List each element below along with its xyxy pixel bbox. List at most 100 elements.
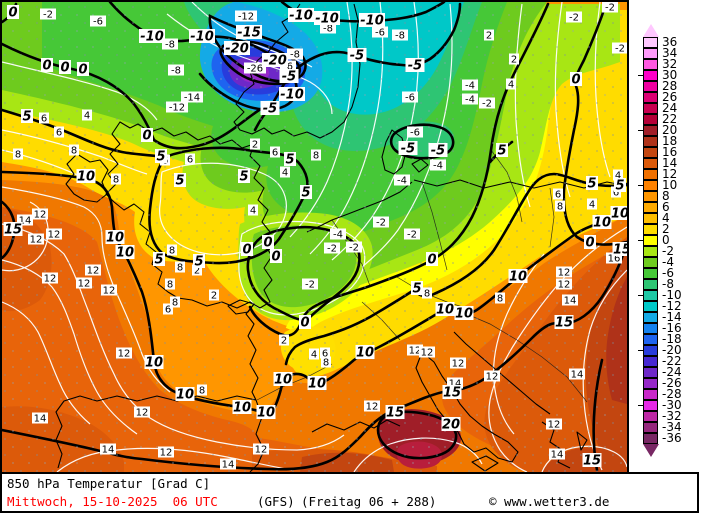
bold-contour-label bbox=[279, 87, 305, 101]
scale-label: -30 bbox=[662, 398, 682, 412]
bold-contour-label: 5 bbox=[615, 179, 624, 194]
scale-label: -10 bbox=[662, 288, 682, 302]
stipple-overlay bbox=[2, 2, 627, 472]
contour-label bbox=[320, 347, 330, 359]
contour-label bbox=[165, 278, 175, 290]
bold-contour-label bbox=[405, 58, 425, 72]
contour-label: -12 bbox=[169, 103, 185, 114]
bold-contour-label: 10 bbox=[509, 270, 527, 285]
contour-label: 12 bbox=[34, 210, 47, 221]
contour-label: -2 bbox=[305, 280, 315, 291]
contour-label bbox=[175, 261, 185, 273]
scale-label: 6 bbox=[662, 200, 670, 214]
bold-contour-label bbox=[612, 242, 627, 256]
scale-box bbox=[643, 114, 658, 125]
contour-label bbox=[166, 101, 188, 113]
contour-label bbox=[346, 241, 362, 253]
contour-label bbox=[602, 2, 618, 13]
bold-contour-label bbox=[262, 235, 274, 249]
bold-contour-label bbox=[385, 405, 405, 419]
contour-label bbox=[90, 15, 106, 27]
contour-label: 4 bbox=[589, 200, 595, 211]
map-frame: -2-2-2-2-2-2-2-2-2-2-4-4-4-4-4-6-6-6-6-6… bbox=[0, 0, 629, 474]
contour-label bbox=[185, 153, 195, 165]
contour-label bbox=[407, 344, 423, 356]
credit-link: © www.wetter3.de bbox=[489, 494, 610, 509]
scale-arrow-down-icon bbox=[643, 444, 659, 457]
bold-contour-label bbox=[3, 222, 23, 236]
bold-contour-label: 0 bbox=[571, 73, 580, 88]
bold-contour-label bbox=[153, 252, 165, 266]
contour-label bbox=[509, 53, 519, 65]
contour-label bbox=[553, 188, 563, 200]
scale-label: 30 bbox=[662, 68, 678, 82]
bold-contour-label: 5 bbox=[22, 110, 31, 125]
bold-contour-label: 10 bbox=[106, 231, 124, 246]
contour-label: -26 bbox=[247, 64, 263, 75]
contour-label: 16 bbox=[608, 254, 621, 265]
bold-contour-label: -10 bbox=[289, 9, 313, 24]
scale-label: 36 bbox=[662, 35, 678, 49]
bold-contour-label: -10 bbox=[360, 14, 384, 29]
scale-arrow-up-icon bbox=[643, 24, 659, 37]
scale-tick bbox=[638, 295, 643, 296]
contour-label bbox=[134, 406, 150, 418]
contour-label: -2 bbox=[482, 99, 492, 110]
contour-label bbox=[220, 458, 236, 470]
contour-label bbox=[197, 384, 207, 396]
scale-box bbox=[643, 92, 658, 103]
contour-label: 2 bbox=[194, 266, 200, 277]
contour-label: 12 bbox=[548, 420, 561, 431]
contour-label: 8 bbox=[323, 358, 329, 369]
bold-contour-label bbox=[256, 405, 276, 419]
bold-contour-label bbox=[398, 141, 418, 155]
scale-box bbox=[643, 147, 658, 158]
contour-label: -8 bbox=[290, 50, 300, 61]
contour-label bbox=[479, 97, 495, 109]
contour-label: -8 bbox=[165, 40, 175, 51]
contour-label: -14 bbox=[184, 93, 200, 104]
scale-label: 14 bbox=[662, 156, 678, 170]
contour-label: -2 bbox=[376, 218, 386, 229]
bold-contour-label: 0 bbox=[263, 236, 272, 251]
bold-contour-label: -5 bbox=[408, 59, 422, 74]
contour-label: 6 bbox=[613, 188, 619, 199]
contour-label bbox=[309, 348, 319, 360]
bold-contour-label bbox=[428, 143, 448, 157]
contour-label bbox=[158, 446, 174, 458]
bold-contour-label bbox=[610, 206, 627, 220]
bold-contour-label: 10 bbox=[356, 346, 374, 361]
contour-label: -8 bbox=[323, 24, 333, 35]
contour-label bbox=[324, 242, 340, 254]
bold-contour-label bbox=[270, 249, 282, 263]
contour-label: 2 bbox=[211, 291, 217, 302]
scale-box bbox=[643, 389, 658, 400]
bold-contour-label bbox=[236, 25, 262, 39]
bold-contour-label: 0 bbox=[42, 59, 51, 74]
bold-contour-label bbox=[570, 72, 582, 86]
bold-contour-label bbox=[232, 400, 252, 414]
bold-contour-label bbox=[141, 128, 153, 142]
bold-contour-label: 0 bbox=[271, 250, 280, 265]
bold-contour-label: 10 bbox=[308, 377, 326, 392]
scale-label: 8 bbox=[662, 189, 670, 203]
contour-label bbox=[462, 93, 478, 105]
contour-label: 8 bbox=[497, 294, 503, 305]
bold-contour-label: 5 bbox=[412, 282, 421, 297]
contour-label bbox=[549, 448, 565, 460]
contour-label: 12 bbox=[452, 359, 465, 370]
bold-contour-label bbox=[442, 385, 462, 399]
bold-contour-label: 15 bbox=[555, 316, 573, 331]
contour-label: -2 bbox=[43, 10, 53, 21]
contour-label: -6 bbox=[410, 128, 420, 139]
bold-contour-label: 0 bbox=[8, 6, 17, 21]
bold-contour-label: 0 bbox=[142, 129, 151, 144]
contour-label: 14 bbox=[571, 370, 584, 381]
scale-tick bbox=[638, 240, 643, 241]
contour-label bbox=[192, 264, 202, 276]
contour-label bbox=[546, 418, 562, 430]
scale-box bbox=[643, 180, 658, 191]
bold-contour-label bbox=[238, 169, 250, 183]
contour-label bbox=[111, 173, 121, 185]
contour-label: -4 bbox=[433, 161, 443, 172]
